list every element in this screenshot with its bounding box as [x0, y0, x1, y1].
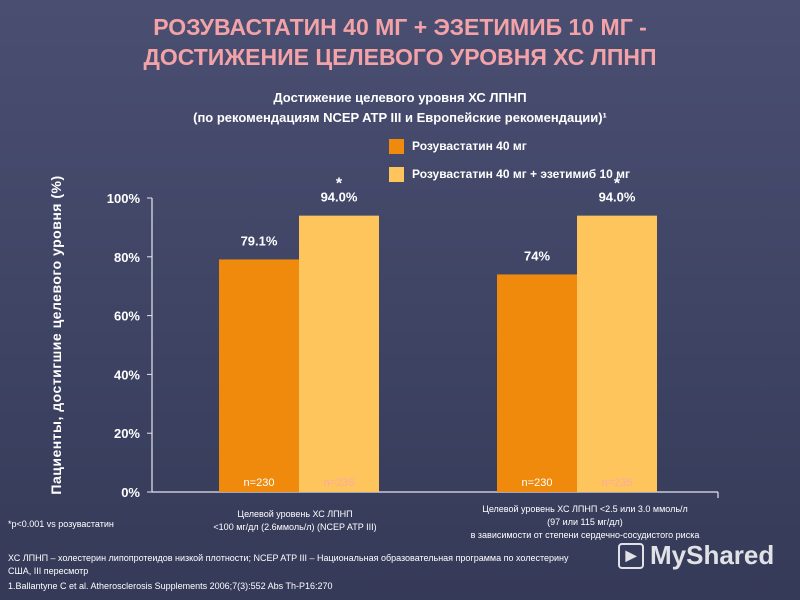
legend-label-series-2: Розувастатин 40 мг + эзетимиб 10 мг: [412, 167, 631, 181]
category-2-line-1: Целевой уровень ХС ЛПНП <2.5 или 3.0 ммо…: [482, 504, 688, 514]
significance-star: *: [336, 176, 343, 193]
category-1-line-1: Целевой уровень ХС ЛПНП: [237, 509, 353, 519]
category-2-line-3: в зависимости от степени сердечно-сосуди…: [470, 530, 700, 540]
legend-swatch-series-2: [389, 166, 404, 182]
y-tick-label: 80%: [114, 250, 140, 265]
data-label: 94.0%: [321, 190, 358, 205]
legend: Розувастатин 40 мг Розувастатин 40 мг + …: [389, 135, 630, 191]
category-1-line-2: <100 мг/дл (2.6ммоль/л) (NCEP ATP III): [213, 522, 377, 532]
legend-swatch-series-1: [389, 138, 404, 154]
n-label: n=230: [522, 477, 553, 489]
watermark-logo-icon: ▶: [618, 542, 644, 569]
legend-label-series-1: Розувастатин 40 мг: [412, 139, 527, 153]
chart-title: Достижение целевого уровня ХС ЛПНП: [273, 90, 527, 105]
footnote-pvalue: *p<0.001 vs розувастатин: [8, 519, 114, 529]
y-tick-label: 100%: [107, 191, 141, 206]
significance-star: *: [614, 176, 621, 193]
bar-series-1-group-2: [497, 274, 577, 492]
watermark-text: MyShared: [650, 540, 775, 570]
bar-series-1-group-1: [219, 259, 299, 492]
n-label: n=235: [324, 477, 355, 489]
chart-subtitle: (по рекомендациям NCEP ATP III и Европей…: [193, 110, 607, 125]
n-label: n=230: [244, 477, 275, 489]
footnote-abbrev-line-2: США, III пересмотр: [8, 566, 89, 576]
watermark: ▶ MyShared: [618, 540, 774, 571]
title-line-1: РОЗУВАСТАТИН 40 МГ + ЭЗЕТИМИБ 10 МГ -: [153, 14, 647, 40]
category-label-2: Целевой уровень ХС ЛПНП <2.5 или 3.0 ммо…: [440, 503, 730, 542]
y-tick-label: 20%: [114, 426, 140, 441]
footnote-abbrev-line-1: ХС ЛПНП – холестерин липопротеидов низко…: [8, 553, 569, 563]
category-label-1: Целевой уровень ХС ЛПНП <100 мг/дл (2.6м…: [170, 508, 420, 534]
data-label: 79.1%: [241, 233, 278, 248]
category-2-line-2: (97 или 115 мг/дл): [547, 517, 623, 527]
footnote-reference: 1.Ballantyne C et al. Atherosclerosis Su…: [8, 581, 333, 591]
legend-item-series-2: Розувастатин 40 мг + эзетимиб 10 мг: [389, 163, 630, 185]
legend-item-series-1: Розувастатин 40 мг: [389, 135, 630, 157]
title-line-2: ДОСТИЖЕНИЕ ЦЕЛЕВОГО УРОВНЯ ХС ЛПНП: [143, 44, 657, 70]
data-label: 94.0%: [599, 190, 636, 205]
bar-series-2-group-1: [299, 215, 379, 492]
slide-title: РОЗУВАСТАТИН 40 МГ + ЭЗЕТИМИБ 10 МГ - ДО…: [0, 12, 800, 72]
bar-series-2-group-2: [577, 215, 657, 492]
n-label: n=235: [602, 477, 633, 489]
y-tick-label: 0%: [121, 485, 140, 500]
y-tick-label: 40%: [114, 367, 140, 382]
footnote-abbreviations: ХС ЛПНП – холестерин липопротеидов низко…: [8, 552, 668, 578]
data-label: 74%: [524, 248, 550, 263]
y-tick-label: 60%: [114, 309, 140, 324]
chart-title-block: Достижение целевого уровня ХС ЛПНП (по р…: [0, 88, 800, 128]
